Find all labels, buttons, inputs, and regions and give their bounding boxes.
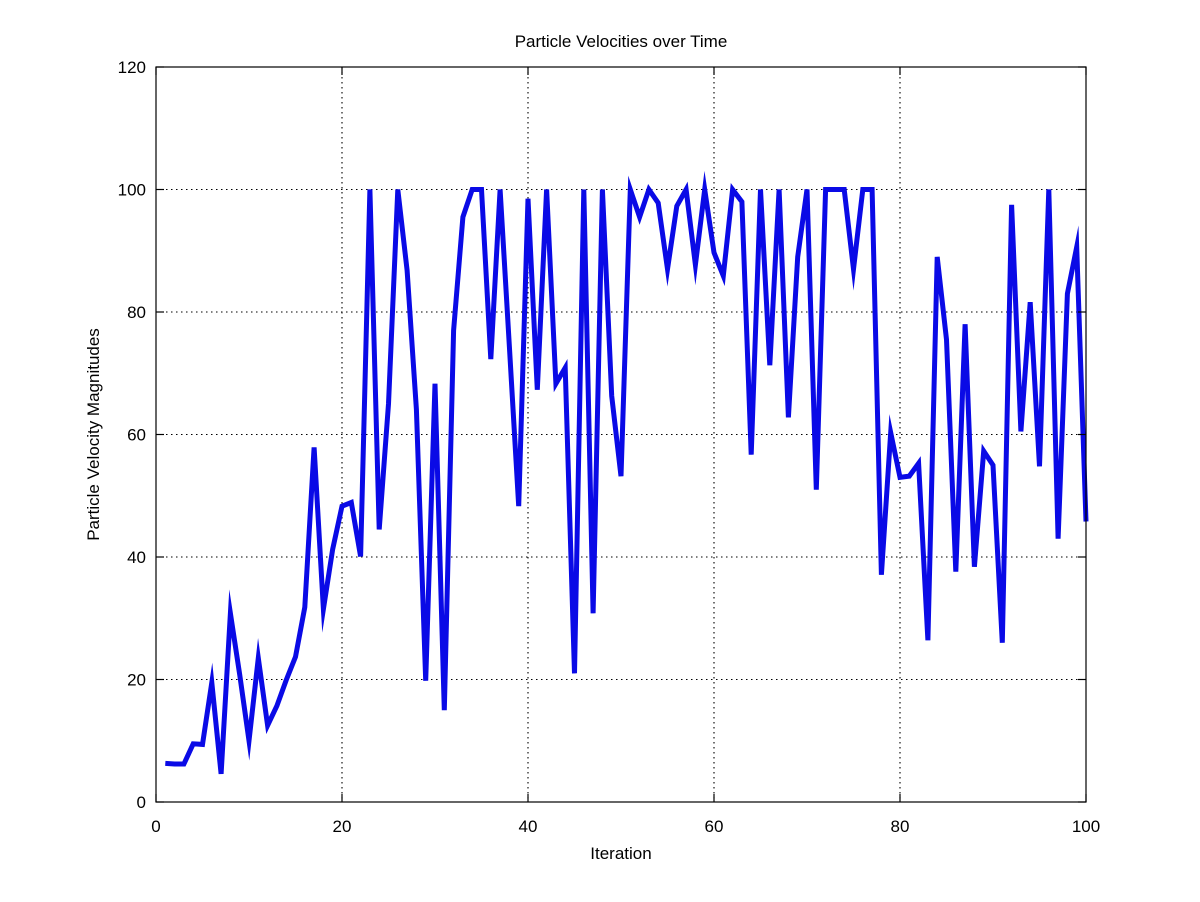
y-tick-label: 80 <box>127 303 146 322</box>
x-tick-label: 80 <box>891 817 910 836</box>
y-tick-label: 40 <box>127 548 146 567</box>
x-tick-label: 0 <box>151 817 160 836</box>
y-axis-label: Particle Velocity Magnitudes <box>84 328 103 541</box>
y-tick-label: 120 <box>118 58 146 77</box>
y-tick-labels: 0 20 40 60 80 100 120 <box>118 58 146 812</box>
x-tick-label: 40 <box>519 817 538 836</box>
series-line <box>165 170 1089 775</box>
x-tick-label: 20 <box>333 817 352 836</box>
axis-ticks <box>155 66 1087 803</box>
series-layer <box>165 170 1089 775</box>
x-tick-labels: 0 20 40 60 80 100 <box>151 817 1100 836</box>
x-tick-label: 100 <box>1072 817 1100 836</box>
x-tick-label: 60 <box>705 817 724 836</box>
series-points <box>165 189 1087 774</box>
x-axis-label: Iteration <box>590 844 651 863</box>
chart-title: Particle Velocities over Time <box>515 32 728 51</box>
y-tick-label: 100 <box>118 181 146 200</box>
y-tick-label: 20 <box>127 671 146 690</box>
y-tick-label: 60 <box>127 426 146 445</box>
y-tick-label: 0 <box>137 793 146 812</box>
